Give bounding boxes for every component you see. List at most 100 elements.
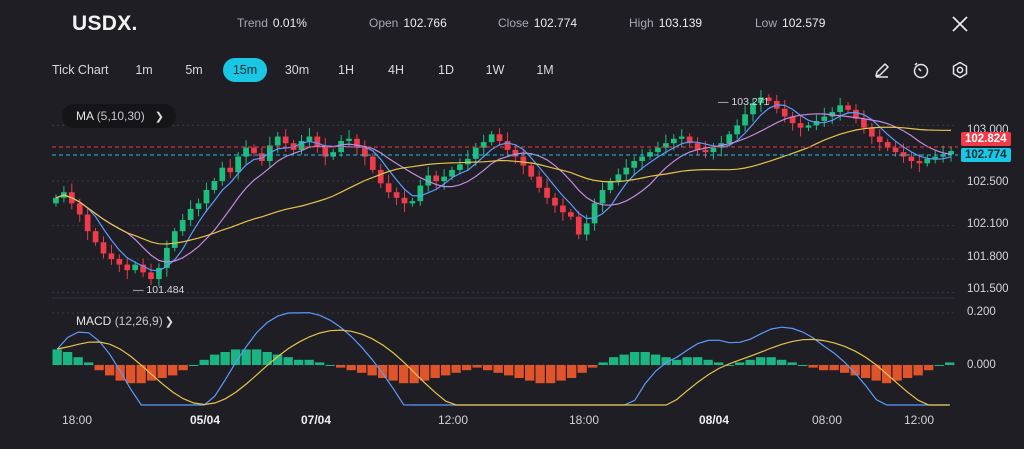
candle-body xyxy=(219,167,226,182)
candle-body xyxy=(306,136,313,141)
tf-1d[interactable]: 1D xyxy=(438,63,454,77)
macd-bar xyxy=(94,365,104,371)
macd-bar xyxy=(367,365,377,376)
close-icon[interactable] xyxy=(950,14,970,34)
candle-body xyxy=(845,105,851,110)
macd-bar xyxy=(703,359,713,365)
tf-30m[interactable]: 30m xyxy=(284,63,310,77)
candle-body xyxy=(631,161,638,168)
macd-bar xyxy=(441,365,451,376)
stat-close: Close 102.774 xyxy=(498,16,578,30)
macd-bar xyxy=(294,359,304,365)
candle-body xyxy=(362,147,368,157)
candle-body xyxy=(536,176,542,188)
chevron-right-icon: ❯ xyxy=(164,316,174,328)
candle-body xyxy=(821,116,828,121)
macd-bar xyxy=(514,365,524,378)
candle-body xyxy=(298,140,305,150)
tf-4h[interactable]: 4H xyxy=(388,63,404,77)
header-bar: USDX. Trend 0.01% Open 102.766 Close 102.77… xyxy=(0,0,1024,50)
pencil-icon[interactable] xyxy=(872,60,892,80)
candle-body xyxy=(195,203,202,209)
tf-1h[interactable]: 1H xyxy=(338,63,354,77)
macd-bar xyxy=(126,365,136,384)
candle-body xyxy=(425,175,432,186)
tf-1mo[interactable]: 1M xyxy=(536,63,554,77)
macd-bar xyxy=(210,354,220,365)
macd-label: 0.000 xyxy=(967,359,996,371)
tf-5m[interactable]: 5m xyxy=(185,63,203,77)
candle-body xyxy=(227,167,234,173)
macd-bar xyxy=(567,365,577,378)
macd-bar xyxy=(388,365,398,381)
macd-bar xyxy=(693,357,703,365)
macd-bar xyxy=(84,362,94,365)
macd-bar xyxy=(420,365,430,381)
tf-15m[interactable]: 15m xyxy=(223,58,267,82)
close-price-tag: 102.774 xyxy=(961,148,1011,162)
candle-body xyxy=(512,149,519,157)
macd-bar xyxy=(399,365,409,384)
macd-bar xyxy=(105,365,115,376)
tf-1m[interactable]: 1m xyxy=(135,63,153,77)
macd-bar xyxy=(861,365,871,378)
candle-body xyxy=(433,175,440,182)
candle-body xyxy=(124,264,131,271)
candle-body xyxy=(663,143,669,148)
macd-bar xyxy=(777,359,787,365)
macd-bar xyxy=(819,365,829,371)
candle-body xyxy=(575,216,582,235)
candle-body xyxy=(567,212,574,217)
candle-body xyxy=(520,156,527,166)
macd-bar xyxy=(714,362,724,365)
tf-1w[interactable]: 1W xyxy=(485,63,505,77)
macd-bar xyxy=(787,362,797,365)
candle-body xyxy=(639,156,645,162)
macd-bar xyxy=(409,365,419,384)
low-annotation: — 101.484 xyxy=(133,284,185,296)
candle-body xyxy=(686,136,693,144)
candle-body xyxy=(156,267,162,280)
macd-bar xyxy=(462,365,472,371)
ma5-line xyxy=(55,104,952,272)
candle-body xyxy=(496,134,503,141)
timer-icon[interactable] xyxy=(911,60,931,80)
macd-bar xyxy=(430,365,440,378)
candle-body xyxy=(908,156,915,162)
macd-bar xyxy=(924,365,934,371)
candle-body xyxy=(282,136,289,144)
candle-body xyxy=(243,147,249,157)
macd-bar xyxy=(619,354,629,365)
macd-line xyxy=(56,312,950,406)
candle-body xyxy=(560,205,566,213)
macd-bar xyxy=(525,365,535,381)
timeframe-bar: Tick Chart 1m 5m 15m 30m 1H 4H 1D 1W 1M xyxy=(0,58,1024,84)
tick-chart-button[interactable]: Tick Chart xyxy=(52,63,109,77)
candle-body xyxy=(409,201,416,204)
macd-bar xyxy=(168,365,178,376)
candle-body xyxy=(868,127,875,137)
macd-bar xyxy=(504,365,514,376)
macd-bar xyxy=(745,359,755,365)
candle-body xyxy=(591,203,598,224)
candle-body xyxy=(758,97,764,104)
macd-bar xyxy=(346,365,356,371)
candle-body xyxy=(623,167,630,175)
candle-body xyxy=(805,125,812,128)
candle-body xyxy=(861,118,867,128)
macd-bar xyxy=(840,365,850,373)
candle-body xyxy=(100,242,107,254)
settings-hex-icon[interactable] xyxy=(950,60,970,80)
candle-body xyxy=(330,152,337,157)
candle-body xyxy=(171,231,178,248)
candle-body xyxy=(583,223,590,235)
macd-indicator-pill[interactable]: MACD (12,26,9) ❯ xyxy=(76,314,174,328)
macd-bar xyxy=(724,365,734,366)
stat-low: Low 102.579 xyxy=(755,16,826,30)
candle-body xyxy=(504,140,511,150)
ma-indicator-pill[interactable]: MA (5,10,30) ❯ xyxy=(62,104,176,128)
time-label: 12:00 xyxy=(904,413,935,427)
time-label: 18:00 xyxy=(62,413,93,427)
candle-body xyxy=(781,108,788,117)
